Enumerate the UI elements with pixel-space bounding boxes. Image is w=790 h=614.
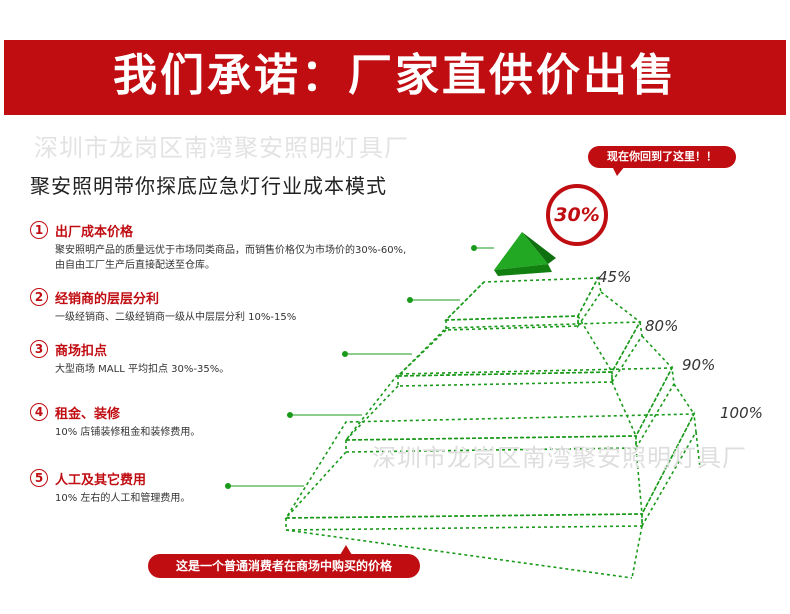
- item-description-line: 大型商场 MALL 平均扣点 30%-35%。: [55, 364, 230, 375]
- watermark-top: 深圳市龙岗区南湾聚安照明灯具厂: [34, 134, 409, 162]
- tier-45-top-face: [444, 277, 600, 321]
- item-title: 人工及其它费用: [55, 473, 147, 488]
- badge-text: 30%: [554, 204, 600, 226]
- item-title: 商场扣点: [55, 344, 108, 359]
- tier-80-front-face: [397, 371, 613, 387]
- footer-tail: [340, 545, 352, 555]
- tier-100-back-edge: [695, 431, 701, 469]
- item-number-badge: 1: [30, 221, 48, 239]
- tier-80-top-face: [396, 321, 642, 377]
- banner-title: 我们承诺：厂家直供价出售: [113, 50, 677, 101]
- footer-text: 这是一个普通消费者在商场中购买的价格: [148, 554, 420, 578]
- level-label-90: 90%: [682, 356, 716, 374]
- pyramid-apex-30: [494, 232, 556, 276]
- tier-100-front-edge: [631, 525, 643, 579]
- footer-callout: 这是一个普通消费者在商场中购买的价格: [148, 545, 420, 582]
- badge-ring: [546, 184, 608, 246]
- item-title: 租金、装修: [55, 407, 121, 422]
- level-label-45: 45%: [598, 268, 632, 286]
- item-number-badge: 3: [30, 340, 48, 358]
- item-description: 聚安照明产品的质量远优于市场同类商品，而销售价格仅为市场价的30%-60%, 由…: [55, 243, 406, 273]
- pyramid-tier-80: [396, 319, 643, 387]
- item-title: 经销商的层层分利: [55, 292, 160, 307]
- item-number-badge: 2: [30, 288, 48, 306]
- tier-80-side-face: [611, 319, 643, 385]
- apex-side-face: [522, 232, 556, 264]
- banner: 我们承诺：厂家直供价出售: [4, 40, 786, 115]
- item-description: 10% 店铺装修租金和装修费用。: [55, 425, 200, 440]
- pyramid-leader-lines: [225, 245, 494, 489]
- item-description: 大型商场 MALL 平均扣点 30%-35%。: [55, 362, 229, 377]
- item-description: 10% 左右的人工和管理费用。: [55, 491, 190, 506]
- apex-front-face: [494, 232, 548, 270]
- callout-tail: [612, 166, 625, 176]
- watermark-bottom: 深圳市龙岗区南湾聚安照明灯具厂: [372, 444, 747, 472]
- tier-90-top-face: [344, 367, 674, 441]
- price-badge: 30%: [546, 184, 608, 246]
- item-description-line: 由自由工厂生产后直接配送至仓库。: [55, 260, 215, 271]
- item-description-line: 10% 左右的人工和管理费用。: [55, 493, 191, 504]
- item-number-badge: 4: [30, 403, 48, 421]
- pyramid-tier-45: [444, 275, 602, 331]
- subtitle: 聚安照明带你探底应急灯行业成本模式: [30, 174, 387, 198]
- level-label-100: 100%: [720, 404, 763, 422]
- tier-90-side-face: [635, 365, 675, 451]
- apex-base-face: [494, 264, 552, 276]
- banner-underline: [4, 112, 786, 115]
- level-label-80: 80%: [645, 317, 679, 335]
- item-description-line: 10% 店铺装修租金和装修费用。: [55, 427, 201, 438]
- item-title: 出厂成本价格: [55, 225, 134, 240]
- item-number-badge: 5: [30, 469, 48, 487]
- tier-45-front-face: [445, 315, 579, 331]
- banner-background: [4, 40, 786, 112]
- item-description-line: 一级经销商、二级经销商一级从中层层分利 10%-15%: [55, 312, 297, 323]
- callout-bubble: 现在你回到了这里！！: [588, 146, 736, 176]
- tier-100-front-face: [285, 513, 643, 531]
- callout-text: 现在你回到了这里！！: [588, 146, 736, 168]
- item-description: 一级经销商、二级经销商一级从中层层分利 10%-15%: [55, 310, 296, 325]
- item-description-line: 聚安照明产品的质量远优于市场同类商品，而销售价格仅为市场价的30%-60%,: [55, 245, 407, 256]
- tier-45-side-face: [577, 275, 602, 329]
- pyramid-vertical-edges: [285, 281, 695, 579]
